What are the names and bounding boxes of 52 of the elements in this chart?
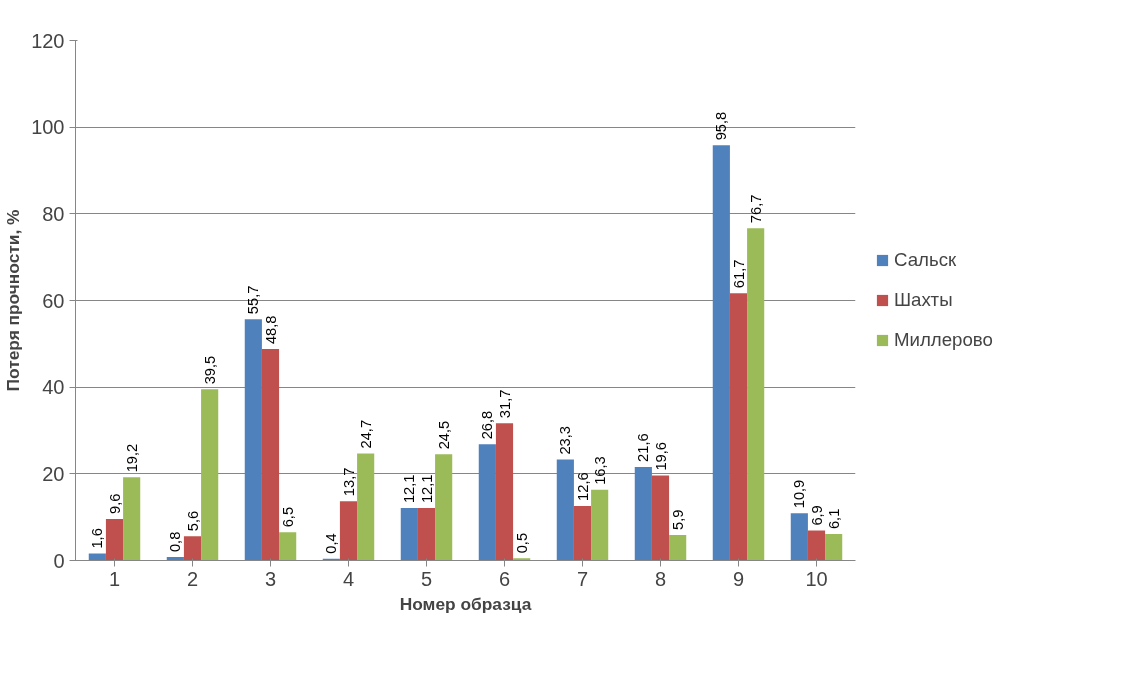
data-label: 12,6 [574,472,591,501]
data-label: 16,3 [591,456,608,485]
data-label: 1,6 [89,528,106,549]
data-label: 5,6 [184,510,201,532]
y-tick-label: 20 [42,462,65,485]
data-label: 76,7 [747,194,764,224]
y-tick-label: 120 [31,29,65,52]
y-axis-title: Потеря прочности, % [3,209,24,392]
y-tick-label: 80 [42,202,65,225]
data-label: 26,8 [479,410,496,440]
data-label: 10,9 [791,479,808,509]
data-label: 61,7 [730,259,747,289]
y-tick-label: 40 [42,376,65,399]
x-axis-title: Номер образца [399,593,532,614]
x-tick-label: 4 [342,567,355,590]
data-label: 6,9 [808,505,825,526]
data-label: 6,5 [279,506,296,528]
x-tick-label: 10 [805,567,828,590]
data-label: 13,7 [340,467,357,497]
data-label: 6,1 [825,508,842,530]
y-tick-label: 100 [31,116,65,139]
legend-label: Сальск [894,249,957,271]
legend-label: Миллерово [894,329,993,351]
data-label: 95,8 [713,111,730,141]
data-label: 9,6 [106,493,123,514]
data-label: 0,5 [513,532,530,554]
data-label: 12,1 [418,474,435,504]
x-tick-label: 9 [732,567,745,590]
data-label: 0,4 [323,533,340,554]
data-label: 48,8 [262,315,279,345]
data-label: 21,6 [635,433,652,462]
data-label: 12,1 [401,474,418,504]
data-label: 19,6 [652,442,669,471]
data-label: 24,5 [435,420,452,450]
y-tick-label: 60 [42,289,65,312]
data-label: 19,2 [123,443,140,473]
x-tick-label: 8 [654,567,667,590]
x-tick-label: 7 [576,567,589,590]
x-tick-label: 6 [498,567,511,590]
y-tick-label: 0 [53,549,65,572]
data-label: 5,9 [669,509,686,530]
data-label: 39,5 [201,355,218,385]
data-label: 31,7 [496,389,513,419]
data-label: 24,7 [357,419,374,449]
data-label: 23,3 [557,426,574,455]
data-label: 0,8 [167,531,184,553]
legend-label: Шахты [894,289,953,311]
data-label: 55,7 [245,285,262,315]
x-tick-label: 1 [108,567,121,590]
x-tick-label: 5 [420,567,433,590]
x-tick-label: 3 [264,567,277,590]
x-tick-label: 2 [186,567,199,590]
